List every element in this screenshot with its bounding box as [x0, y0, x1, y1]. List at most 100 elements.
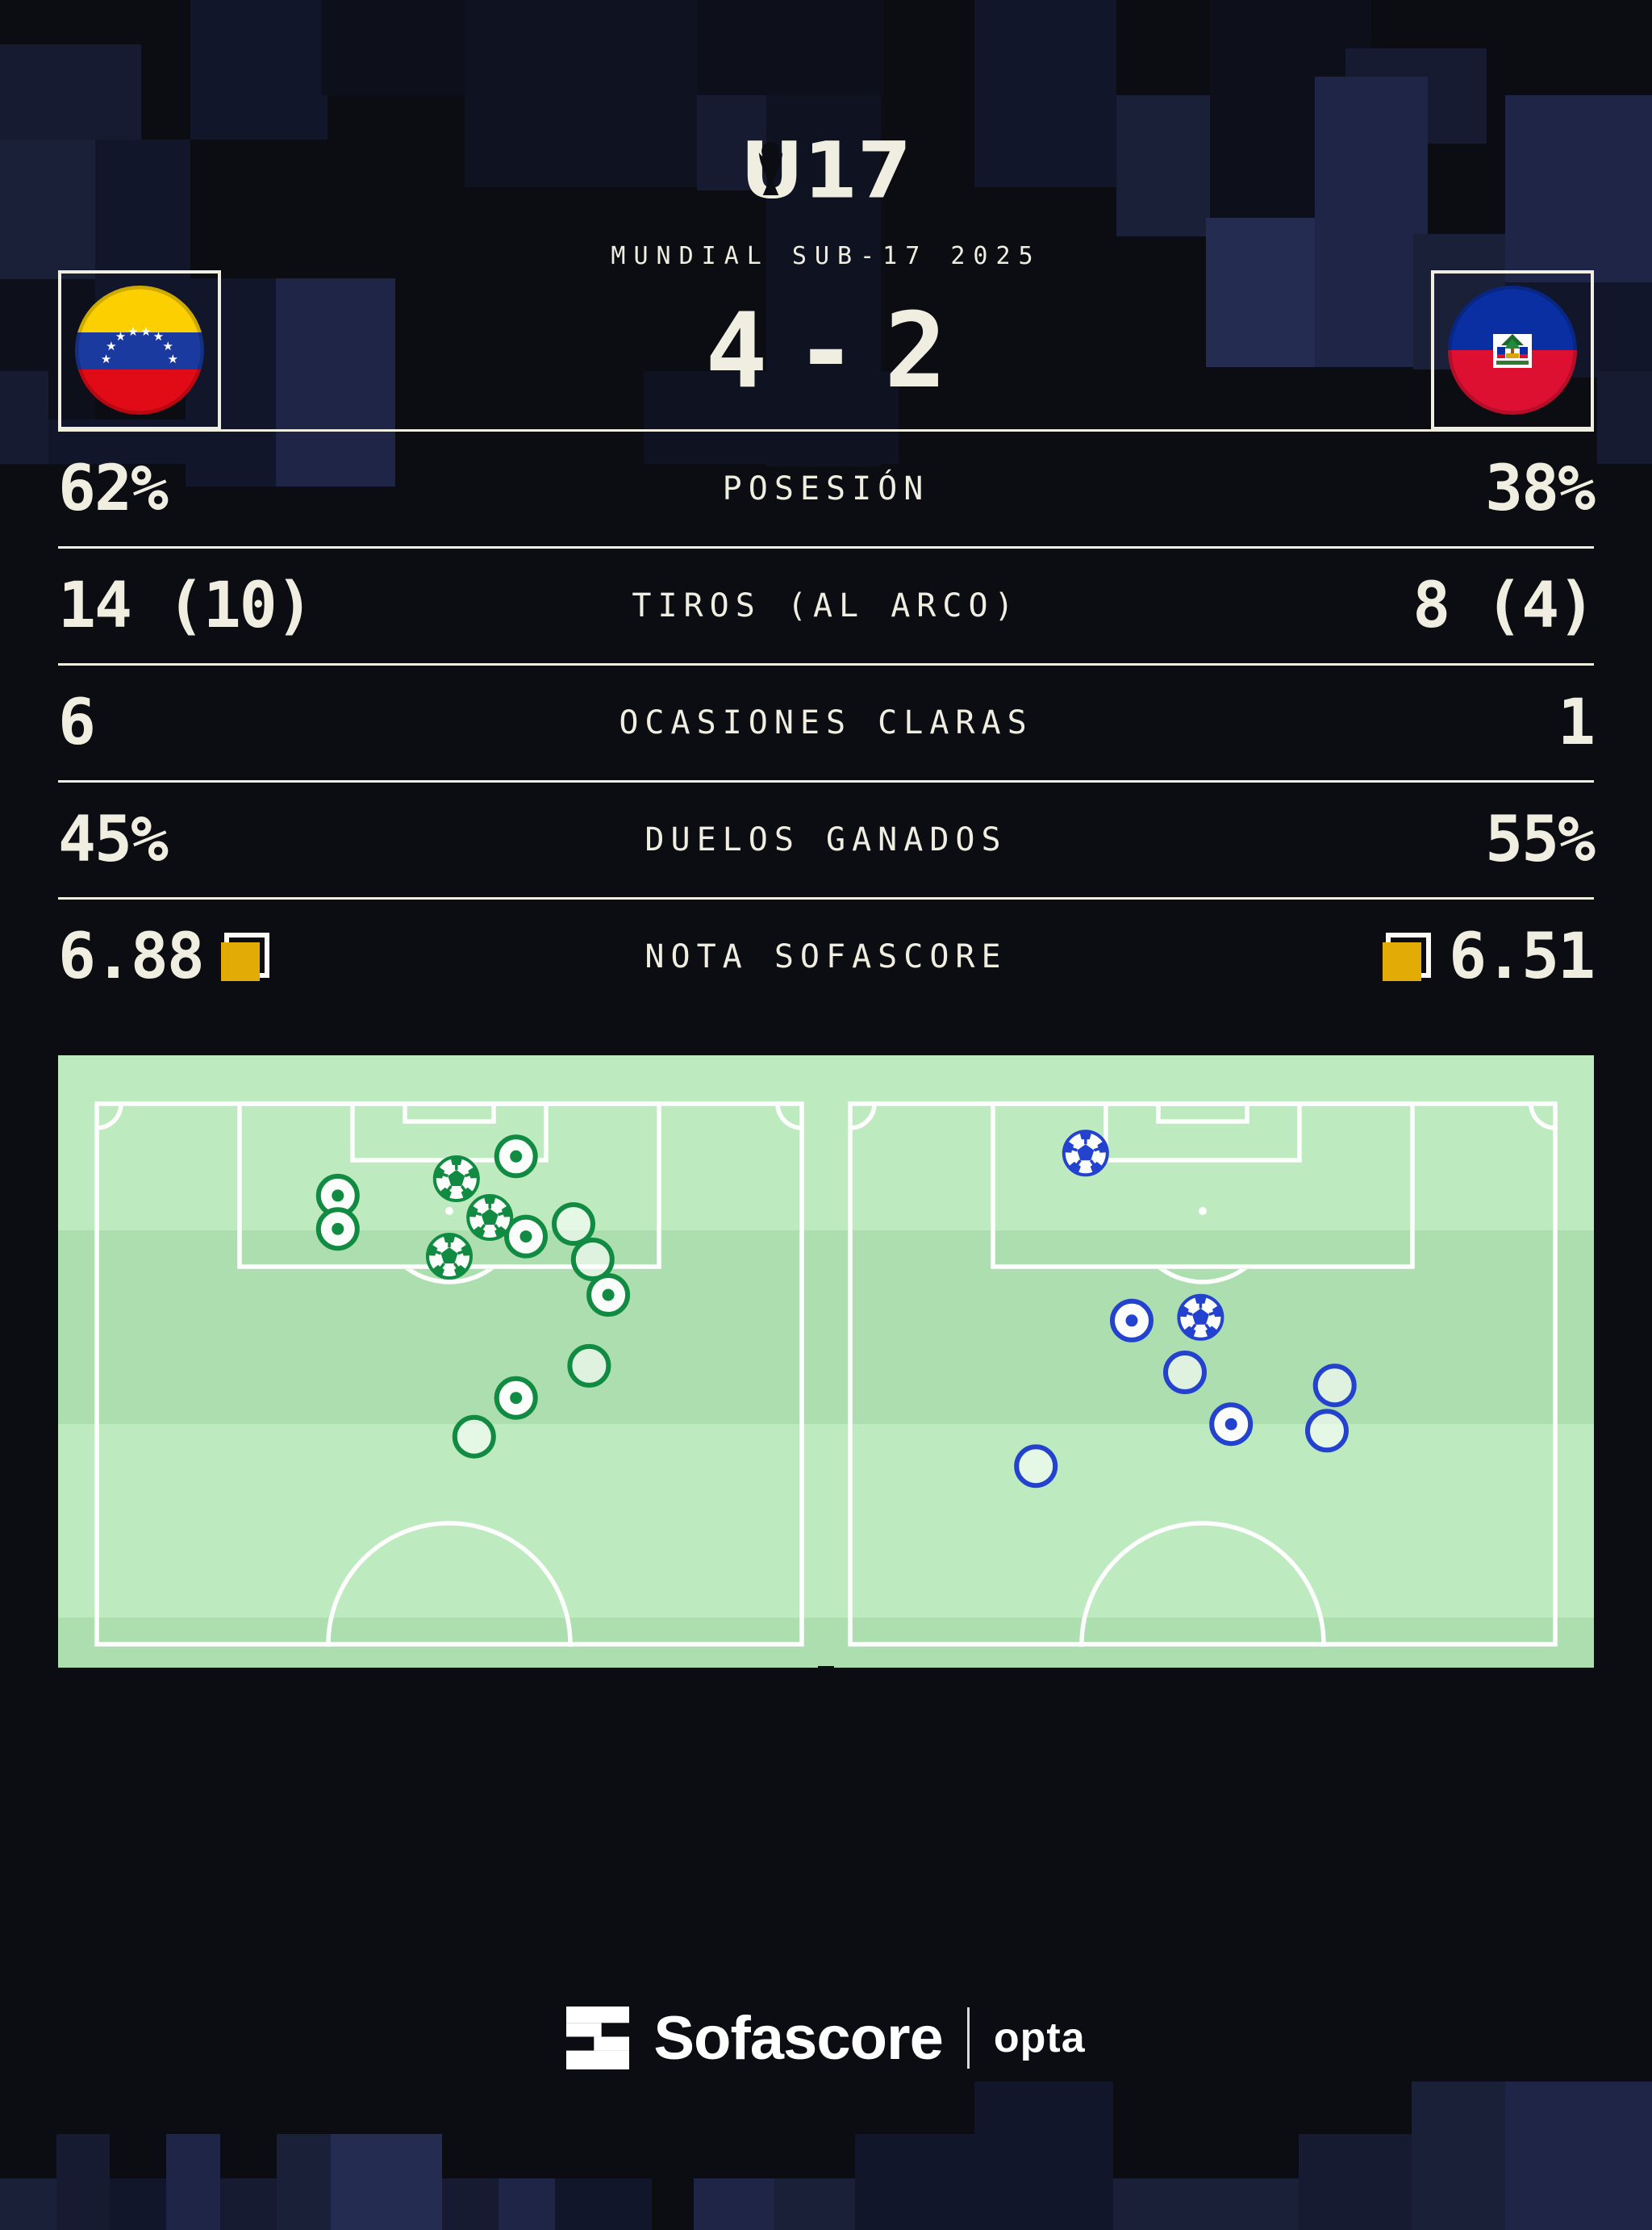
mosaic-block — [0, 44, 141, 140]
shot-marker-on — [589, 1276, 628, 1314]
home-stat-value: 6 — [58, 687, 96, 759]
mosaic-block — [1113, 2178, 1299, 2230]
home-rating-value: 6.88 — [58, 921, 205, 993]
away-stat-value: 55% — [1485, 804, 1596, 876]
mosaic-block — [1505, 2082, 1652, 2230]
mosaic-block — [465, 0, 697, 187]
away-rating-badge-icon — [1383, 933, 1432, 981]
svg-text:★: ★ — [115, 329, 126, 344]
mosaic-block — [644, 371, 899, 464]
mosaic-block — [774, 2178, 855, 2230]
mosaic-block — [321, 0, 465, 95]
stat-label: POSESIÓN — [722, 470, 930, 507]
stat-label: NOTA SOFASCORE — [645, 938, 1007, 975]
shot-marker-off — [554, 1205, 593, 1243]
mosaic-block — [697, 0, 884, 95]
penalty-spot — [445, 1207, 453, 1215]
footer-divider — [966, 2007, 970, 2069]
mosaic-block — [974, 2082, 1113, 2230]
mosaic-block — [0, 2178, 56, 2230]
shot-marker-off — [1016, 1447, 1055, 1485]
mosaic-block — [1412, 2082, 1505, 2230]
mosaic-block — [277, 2134, 331, 2230]
tournament-title: MUNDIAL SUB-17 2025 — [611, 242, 1041, 270]
away-stat-value: 8 (4) — [1412, 570, 1596, 642]
shot-marker-on — [319, 1209, 357, 1248]
mosaic-block — [220, 2178, 277, 2230]
mosaic-block — [0, 140, 95, 279]
away-stat-value: 1 — [1558, 687, 1596, 759]
mosaic-block — [1116, 95, 1212, 236]
penalty-spot — [1199, 1207, 1207, 1215]
sofascore-icon — [566, 2007, 630, 2069]
away-flag-box — [1431, 270, 1594, 430]
footer-branding: Sofascore opta — [0, 1990, 1652, 2086]
stats-table: 62% POSESIÓN 38% 14 (10) TIROS (AL ARCO)… — [58, 429, 1596, 1014]
haiti-coat-of-arms — [1496, 334, 1529, 365]
mosaic-block — [166, 2134, 220, 2230]
mosaic-block — [697, 95, 768, 190]
shot-marker-on — [1112, 1301, 1151, 1340]
mosaic-block — [694, 2178, 774, 2230]
shot-marker-off — [569, 1347, 608, 1385]
stat-row-posesion: 62% POSESIÓN 38% — [58, 429, 1596, 546]
away-shotmap — [848, 1101, 1558, 1647]
home-shotmap — [94, 1101, 804, 1647]
svg-text:★: ★ — [106, 339, 116, 353]
mosaic-block — [855, 2134, 974, 2230]
shot-marker-off — [1308, 1411, 1346, 1450]
shot-marker-goal — [1175, 1292, 1226, 1342]
shot-marker-on — [1212, 1405, 1250, 1443]
panel-notch — [818, 1666, 834, 1672]
mosaic-block — [1505, 95, 1652, 282]
mosaic-block — [56, 2134, 110, 2230]
svg-text:★: ★ — [168, 352, 178, 366]
shot-marker-off — [1316, 1366, 1354, 1405]
pitch-lines — [94, 1101, 804, 1647]
mosaic-block — [499, 2178, 555, 2230]
shot-marker-on — [497, 1379, 536, 1418]
stat-row-ocasiones: 6 OCASIONES CLARAS 1 — [58, 663, 1596, 780]
venezuela-flag: ★★ ★ ★ ★ ★ ★★ — [75, 286, 204, 415]
mosaic-block — [190, 0, 327, 140]
shot-marker-on — [497, 1137, 536, 1176]
home-flag-box: ★ ★ ★ ★ ★ ★ ★ ★ — [58, 270, 221, 430]
away-rating-value: 6.51 — [1449, 921, 1596, 993]
shot-marker-goal — [1060, 1129, 1111, 1177]
away-stat-value: 38% — [1485, 453, 1596, 525]
svg-text:★: ★ — [153, 329, 164, 344]
svg-text:★: ★ — [127, 324, 138, 339]
mosaic-block — [1315, 77, 1428, 367]
stat-label: OCASIONES CLARAS — [619, 704, 1033, 741]
mosaic-block — [1597, 371, 1652, 464]
mosaic-block — [442, 2178, 499, 2230]
home-stat-value: 45% — [58, 804, 169, 876]
mosaic-block — [276, 278, 395, 487]
home-shot-markers — [319, 1137, 628, 1455]
shot-marker-goal — [423, 1232, 475, 1280]
mosaic-block — [555, 2178, 652, 2230]
shot-marker-off — [1166, 1353, 1204, 1392]
opta-wordmark: opta — [993, 2015, 1086, 2061]
mosaic-block — [0, 371, 48, 464]
mosaic-block — [974, 0, 1116, 187]
shot-marker-goal — [431, 1155, 482, 1203]
stat-label: TIROS (AL ARCO) — [632, 587, 1020, 624]
svg-text:★: ★ — [162, 339, 173, 353]
away-shot-markers — [1016, 1129, 1354, 1485]
sofascore-wordmark: Sofascore — [653, 2003, 943, 2073]
mosaic-block — [110, 2178, 166, 2230]
home-stat-value: 62% — [58, 453, 169, 525]
shot-marker-off — [455, 1418, 494, 1456]
shotmap-panel — [58, 1055, 1594, 1672]
mosaic-block — [331, 2134, 442, 2230]
svg-text:★: ★ — [101, 352, 111, 366]
shot-marker-goal — [465, 1193, 515, 1242]
shot-marker-off — [574, 1240, 612, 1279]
trophy-icon — [758, 141, 783, 195]
haiti-flag — [1448, 286, 1577, 415]
stat-label: DUELOS GANADOS — [645, 821, 1007, 858]
stat-row-nota: 6.88 NOTA SOFASCORE 6.51 — [58, 897, 1596, 1014]
match-score: 4-2 — [705, 291, 974, 411]
